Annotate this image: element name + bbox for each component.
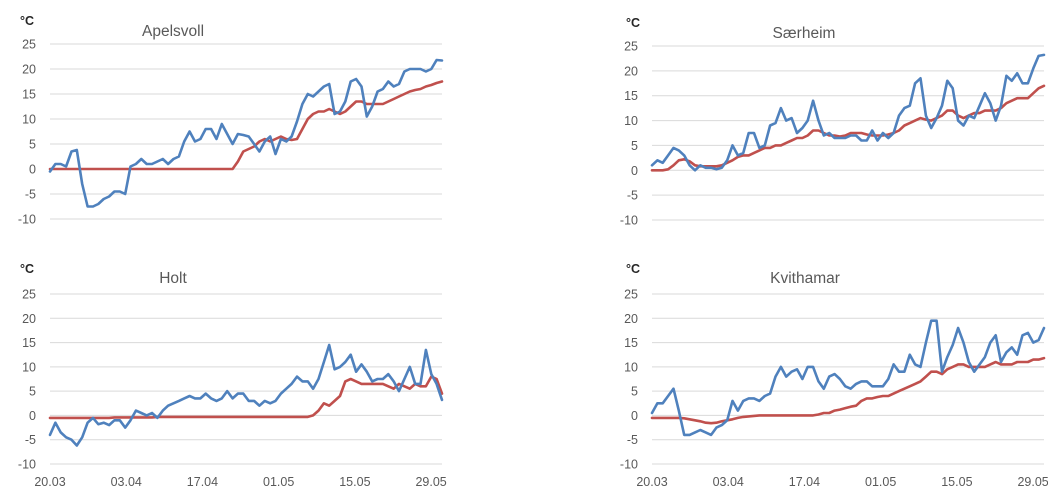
series-line-blue bbox=[650, 319, 1046, 437]
y-tick-label: 0 bbox=[29, 409, 36, 423]
series-line-blue bbox=[48, 58, 444, 208]
x-tick-label: 01.05 bbox=[865, 475, 896, 489]
unit-label: °C bbox=[20, 14, 34, 28]
y-tick-label: -10 bbox=[620, 458, 638, 472]
y-tick-label: 5 bbox=[29, 385, 36, 399]
y-tick-label: 25 bbox=[624, 288, 638, 302]
y-tick-label: -10 bbox=[18, 213, 36, 227]
unit-label: °C bbox=[626, 262, 640, 276]
chart-title: Holt bbox=[159, 270, 187, 287]
chart-title: Særheim bbox=[773, 25, 836, 42]
series-line-blue bbox=[48, 343, 444, 447]
x-tick-label: 20.03 bbox=[34, 475, 65, 489]
unit-label: °C bbox=[20, 262, 34, 276]
y-tick-label: 25 bbox=[624, 40, 638, 54]
chart-panel-apelsvoll: -10 -5 0 5 10 15 20 25 °C Apelsvoll bbox=[18, 14, 444, 227]
y-tick-label: -5 bbox=[25, 433, 36, 447]
y-tick-label: 0 bbox=[631, 409, 638, 423]
y-tick-label: 20 bbox=[22, 312, 36, 326]
y-tick-label: -10 bbox=[620, 214, 638, 228]
chart-panel-s-rheim: -10 -5 0 5 10 15 20 25 °C Særheim bbox=[620, 16, 1046, 228]
x-tick-label: 17.04 bbox=[789, 475, 820, 489]
x-tick-label: 03.04 bbox=[713, 475, 744, 489]
y-tick-label: 15 bbox=[624, 89, 638, 103]
x-tick-label: 20.03 bbox=[636, 475, 667, 489]
y-tick-label: 5 bbox=[29, 138, 36, 152]
chart-panel-holt: -10 -5 0 5 10 15 20 25 20.03 03.04 17.04 01.05 15.05… bbox=[18, 262, 447, 489]
y-tick-label: 15 bbox=[22, 336, 36, 350]
y-tick-label: -5 bbox=[25, 188, 36, 202]
y-tick-label: 10 bbox=[22, 360, 36, 374]
series-line-red bbox=[650, 84, 1046, 172]
chart-title: Kvithamar bbox=[770, 270, 840, 287]
series-line-red bbox=[48, 80, 444, 171]
y-tick-label: -5 bbox=[627, 189, 638, 203]
x-tick-label: 17.04 bbox=[187, 475, 218, 489]
y-tick-label: -10 bbox=[18, 458, 36, 472]
x-tick-label: 15.05 bbox=[941, 475, 972, 489]
y-tick-label: 25 bbox=[22, 38, 36, 52]
y-tick-label: 20 bbox=[22, 63, 36, 77]
y-tick-label: 0 bbox=[29, 163, 36, 177]
y-tick-label: 15 bbox=[22, 88, 36, 102]
y-tick-label: 10 bbox=[624, 114, 638, 128]
y-tick-label: 0 bbox=[631, 164, 638, 178]
series-line-blue bbox=[650, 53, 1046, 172]
x-tick-label: 03.04 bbox=[111, 475, 142, 489]
y-tick-label: 10 bbox=[22, 113, 36, 127]
x-tick-label: 15.05 bbox=[339, 475, 370, 489]
y-tick-label: 20 bbox=[624, 64, 638, 78]
y-tick-label: -5 bbox=[627, 433, 638, 447]
chart-panel-kvithamar: -10 -5 0 5 10 15 20 25 20.03 03.04 17.04 01.05 15.05… bbox=[620, 262, 1048, 489]
unit-label: °C bbox=[626, 16, 640, 30]
y-tick-label: 5 bbox=[631, 385, 638, 399]
y-tick-label: 20 bbox=[624, 312, 638, 326]
x-tick-label: 01.05 bbox=[263, 475, 294, 489]
x-tick-label: 29.05 bbox=[1017, 475, 1048, 489]
y-tick-label: 25 bbox=[22, 288, 36, 302]
y-tick-label: 10 bbox=[624, 360, 638, 374]
x-tick-label: 29.05 bbox=[415, 475, 446, 489]
chart-title: Apelsvoll bbox=[142, 23, 204, 40]
y-tick-label: 5 bbox=[631, 139, 638, 153]
series-line-red bbox=[48, 375, 444, 420]
y-tick-label: 15 bbox=[624, 336, 638, 350]
